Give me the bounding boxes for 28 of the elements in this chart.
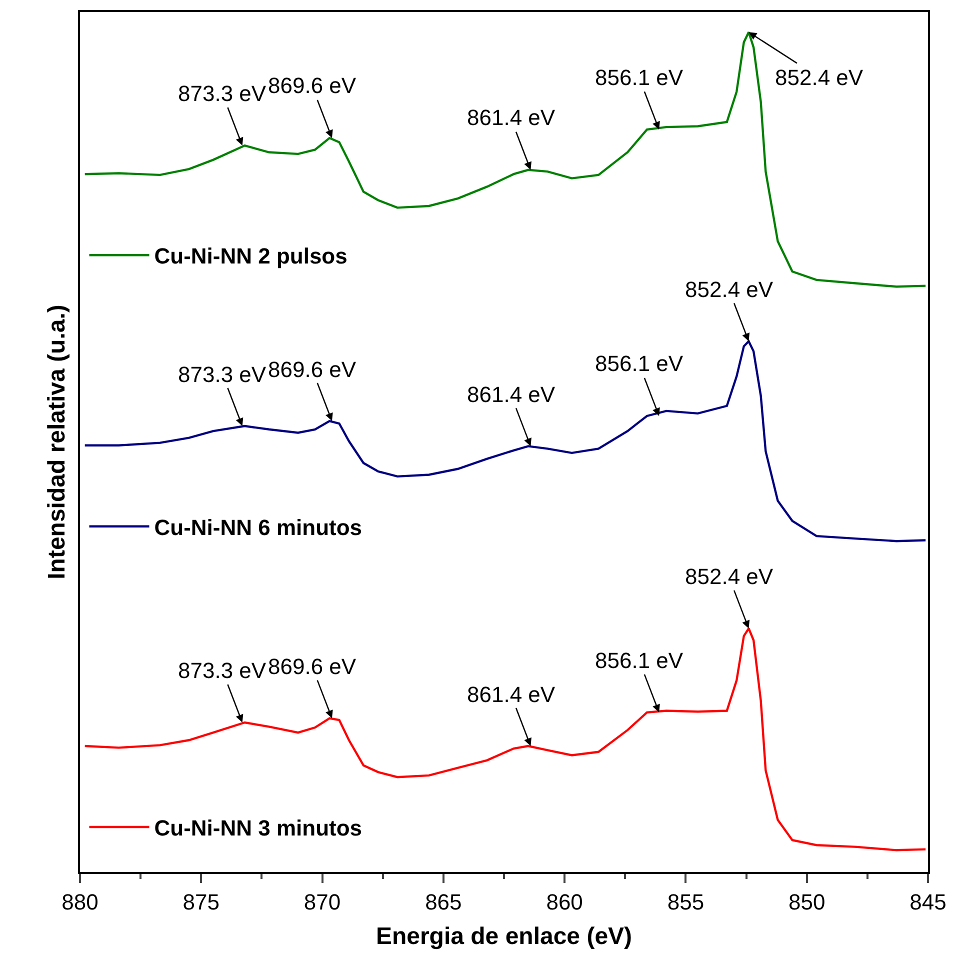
x-tick-label: 880 (62, 889, 98, 914)
y-axis-title: Intensidad relativa (u.a.) (44, 304, 71, 580)
annotation: 856.1 eV (595, 65, 684, 90)
x-axis-title: Energia de enlace (eV) (376, 923, 632, 950)
annotation: 873.3 eV (178, 81, 266, 106)
annotation: 869.6 eV (268, 357, 356, 382)
annotation: 869.6 eV (268, 654, 356, 679)
annotation: 856.1 eV (595, 648, 684, 673)
annotation: 852.4 eV (775, 65, 864, 90)
legend-label: Cu-Ni-NN 2 pulsos (154, 244, 348, 269)
x-tick-label: 865 (425, 889, 462, 914)
annotation: 852.4 eV (685, 564, 774, 589)
x-tick-label: 860 (546, 889, 583, 914)
x-tick-label: 845 (910, 889, 946, 914)
x-tick-label: 855 (667, 889, 704, 914)
x-tick-label: 875 (182, 889, 220, 914)
annotation: 861.4 eV (467, 105, 556, 130)
annotation: 852.4 eV (685, 277, 774, 302)
annotation: 861.4 eV (467, 682, 556, 707)
annotation: 861.4 eV (467, 382, 556, 407)
annotation: 869.6 eV (268, 73, 356, 98)
annotation: 873.3 eV (178, 658, 266, 683)
legend-label: Cu-Ni-NN 3 minutos (154, 816, 362, 841)
x-tick-label: 870 (304, 889, 341, 914)
annotation: 873.3 eV (178, 362, 266, 387)
annotation: 856.1 eV (595, 351, 684, 376)
legend-label: Cu-Ni-NN 6 minutos (154, 514, 362, 540)
x-tick-label: 850 (788, 889, 826, 914)
